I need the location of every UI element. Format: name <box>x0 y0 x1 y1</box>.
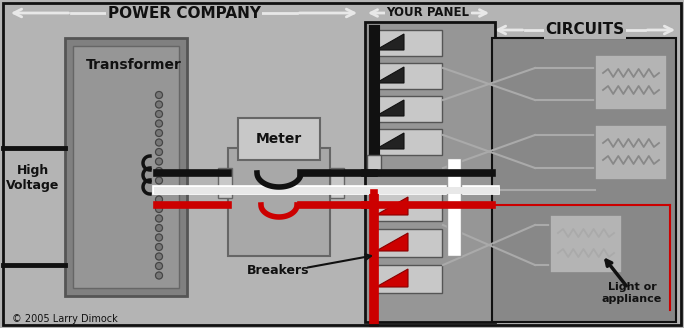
Polygon shape <box>376 233 408 251</box>
Circle shape <box>155 224 163 232</box>
Bar <box>372 63 442 89</box>
Circle shape <box>155 139 163 146</box>
Polygon shape <box>376 100 404 116</box>
Circle shape <box>155 196 163 203</box>
Polygon shape <box>376 269 408 287</box>
Polygon shape <box>376 133 404 149</box>
Circle shape <box>155 187 163 194</box>
Circle shape <box>155 215 163 222</box>
Bar <box>372 265 442 293</box>
Bar <box>65 38 187 296</box>
Text: POWER COMPANY: POWER COMPANY <box>107 6 261 20</box>
Circle shape <box>155 243 163 251</box>
Circle shape <box>155 149 163 155</box>
Circle shape <box>155 177 163 184</box>
Bar <box>595 55 667 110</box>
Circle shape <box>155 262 163 270</box>
Bar <box>372 129 442 155</box>
Text: Breakers: Breakers <box>247 263 309 277</box>
Bar <box>372 193 442 221</box>
Bar <box>550 215 622 273</box>
Bar <box>238 118 320 160</box>
Circle shape <box>155 272 163 279</box>
Bar <box>365 22 495 322</box>
Circle shape <box>155 158 163 165</box>
Text: YOUR PANEL: YOUR PANEL <box>386 7 469 19</box>
Polygon shape <box>376 197 408 215</box>
Circle shape <box>155 92 163 98</box>
Bar <box>228 148 330 256</box>
Bar <box>447 158 461 256</box>
Circle shape <box>155 234 163 241</box>
Bar <box>73 46 179 288</box>
Bar <box>372 96 442 122</box>
Bar <box>218 168 232 198</box>
Circle shape <box>155 120 163 127</box>
Bar <box>372 229 442 257</box>
Bar <box>372 30 442 56</box>
Circle shape <box>155 253 163 260</box>
Circle shape <box>155 111 163 117</box>
Text: CIRCUITS: CIRCUITS <box>545 23 624 37</box>
Text: Meter: Meter <box>256 132 302 146</box>
Text: High
Voltage: High Voltage <box>6 164 60 192</box>
Bar <box>492 38 676 322</box>
Circle shape <box>155 130 163 136</box>
Bar <box>595 125 667 180</box>
Bar <box>330 168 344 198</box>
Bar <box>367 155 381 175</box>
Polygon shape <box>376 67 404 83</box>
Circle shape <box>155 168 163 174</box>
Circle shape <box>155 101 163 108</box>
Text: © 2005 Larry Dimock: © 2005 Larry Dimock <box>12 314 118 324</box>
Circle shape <box>155 206 163 213</box>
Text: Transformer: Transformer <box>86 58 182 72</box>
Polygon shape <box>376 34 404 50</box>
Text: Light or
appliance: Light or appliance <box>602 282 662 304</box>
